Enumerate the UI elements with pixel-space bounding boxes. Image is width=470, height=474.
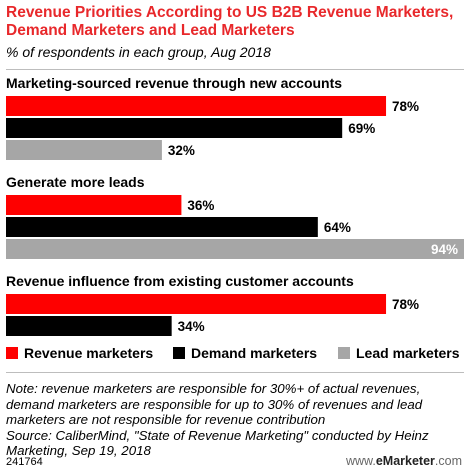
legend: Revenue marketers Demand marketers Lead …	[6, 345, 466, 363]
category-label: Revenue influence from existing customer…	[6, 273, 354, 289]
notes: Note: revenue marketers are responsible …	[6, 381, 468, 459]
top-divider	[6, 69, 464, 70]
category-label: Marketing-sourced revenue through new ac…	[6, 75, 342, 91]
data-label: 78%	[392, 99, 419, 114]
bar-revenue	[6, 96, 387, 116]
data-label: 78%	[392, 297, 419, 312]
bar-lead	[6, 140, 162, 160]
bar-demand	[6, 217, 318, 237]
bottom-divider	[6, 372, 464, 373]
brand-logo: www.eMarketer.com	[346, 454, 462, 468]
legend-swatch-revenue	[6, 347, 18, 359]
bar-demand	[6, 118, 343, 138]
legend-swatch-lead	[338, 347, 350, 359]
data-label: 94%	[431, 242, 458, 257]
chart-title: Revenue Priorities According to US B2B R…	[6, 4, 454, 39]
legend-label-lead: Lead marketers	[356, 345, 460, 361]
data-label: 36%	[187, 198, 214, 213]
brand-name: eMarketer	[375, 454, 435, 468]
note-text: Note: revenue marketers are responsible …	[6, 381, 423, 427]
legend-swatch-demand	[173, 347, 185, 359]
legend-item-lead: Lead marketers	[338, 345, 460, 361]
brand-prefix: www.	[345, 454, 376, 468]
legend-item-demand: Demand marketers	[173, 345, 317, 361]
category-label: Generate more leads	[6, 174, 145, 190]
chart-id: 241764	[6, 456, 43, 468]
bar-chart: Marketing-sourced revenue through new ac…	[6, 75, 464, 336]
data-label: 32%	[168, 143, 195, 158]
legend-label-revenue: Revenue marketers	[24, 345, 154, 361]
bar-revenue	[6, 294, 387, 314]
chart-subtitle: % of respondents in each group, Aug 2018	[6, 44, 271, 60]
bar-lead	[6, 239, 464, 259]
bar-demand	[6, 316, 172, 336]
data-label: 69%	[348, 121, 375, 136]
brand-suffix: .com	[434, 454, 462, 468]
source-text: Source: CaliberMind, "State of Revenue M…	[6, 427, 429, 459]
data-label: 34%	[178, 319, 205, 334]
data-label: 64%	[324, 220, 351, 235]
legend-label-demand: Demand marketers	[191, 345, 318, 361]
legend-item-revenue: Revenue marketers	[6, 345, 153, 361]
bar-revenue	[6, 195, 182, 215]
